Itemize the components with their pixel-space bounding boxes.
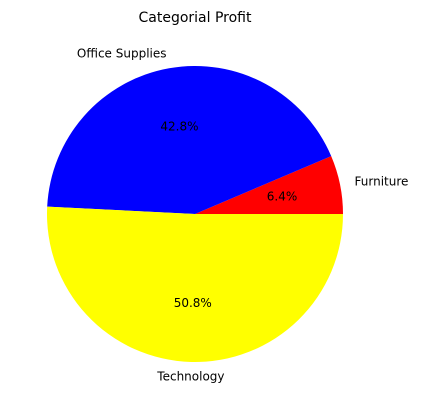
category-label: Technology [156, 370, 224, 384]
category-label: Office Supplies [77, 47, 167, 61]
percent-label: 42.8% [160, 120, 198, 134]
chart-title: Categorial Profit [139, 10, 253, 26]
pie-slice-technology [47, 207, 343, 362]
percent-label: 50.8% [174, 296, 212, 310]
percent-label: 6.4% [267, 189, 298, 203]
category-label: Furniture [355, 174, 409, 188]
pie-slices [47, 66, 343, 362]
